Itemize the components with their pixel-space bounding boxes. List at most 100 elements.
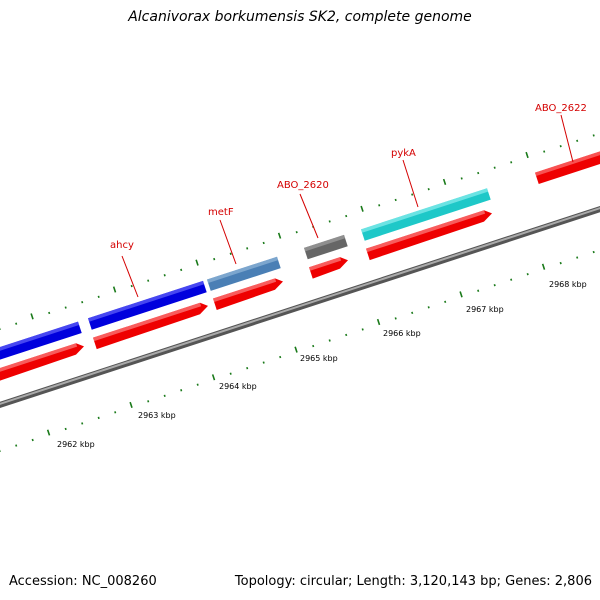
outer-tick-ring bbox=[0, 134, 595, 330]
inner-tick-ring bbox=[0, 250, 595, 452]
outer-tick bbox=[229, 252, 232, 255]
scale-label-2963: 2963 kbp bbox=[138, 411, 176, 420]
gene-ahcy-part1-highlight bbox=[0, 321, 80, 351]
ABO_2622-label: ABO_2622 bbox=[535, 103, 587, 114]
inner-tick bbox=[262, 361, 265, 364]
ABO_2620-leader bbox=[299, 193, 319, 239]
cds-arrow-1-highlight bbox=[0, 343, 78, 372]
accession-text: Accession: NC_008260 bbox=[9, 574, 157, 589]
outer-tick bbox=[64, 306, 67, 309]
inner-tick bbox=[361, 328, 364, 331]
inner-tick bbox=[163, 394, 166, 397]
outer-tick bbox=[277, 232, 282, 239]
gene-labels: ahcy metF ABO_2620 pykA ABO_2622 bbox=[110, 103, 587, 298]
inner-tick bbox=[459, 291, 463, 298]
outer-tick bbox=[510, 161, 513, 164]
outer-tick bbox=[525, 151, 529, 159]
inner-tick bbox=[180, 389, 183, 392]
gene-ABO_2620-highlight bbox=[304, 234, 346, 252]
gene-ahcy-part1 bbox=[0, 321, 82, 360]
scale-label-2962: 2962 kbp bbox=[57, 440, 95, 449]
ahcy-leader bbox=[121, 255, 139, 298]
cds-arrow-5 bbox=[366, 210, 492, 261]
outer-tick bbox=[427, 187, 430, 191]
inner-tick bbox=[493, 284, 496, 287]
cds-track bbox=[0, 210, 492, 381]
outer-tick bbox=[559, 144, 562, 148]
gene-track bbox=[0, 151, 600, 360]
inner-tick bbox=[147, 400, 150, 403]
cds-arrow-4 bbox=[309, 257, 348, 279]
inner-tick bbox=[97, 416, 100, 420]
outer-tick bbox=[411, 193, 414, 196]
outer-tick bbox=[262, 241, 265, 245]
genome-backbone-highlight bbox=[0, 207, 600, 405]
map-title: Alcanivorax borkumensis SK2, complete ge… bbox=[128, 9, 472, 25]
inner-tick bbox=[246, 366, 249, 370]
inner-tick bbox=[559, 261, 562, 265]
outer-tick bbox=[112, 286, 117, 293]
outer-tick bbox=[97, 295, 100, 298]
outer-tick bbox=[180, 268, 183, 272]
metF-leader bbox=[219, 219, 237, 265]
inner-tick bbox=[211, 374, 216, 381]
inner-tick bbox=[114, 411, 117, 414]
inner-tick bbox=[31, 438, 34, 442]
ABO_2622-leader bbox=[560, 114, 574, 163]
cds-arrow-1 bbox=[0, 343, 84, 381]
scale-labels: 2962 kbp 2963 kbp 2964 kbp 2965 kbp 2966… bbox=[57, 280, 587, 449]
cds-arrow-2-highlight bbox=[93, 302, 202, 342]
outer-tick bbox=[48, 311, 51, 315]
inner-tick bbox=[129, 401, 133, 409]
gene-pykA-highlight bbox=[361, 188, 489, 233]
metF-label: metF bbox=[208, 207, 234, 218]
cds-arrow-3-highlight bbox=[213, 278, 277, 302]
inner-tick bbox=[46, 429, 51, 436]
outer-tick bbox=[15, 322, 18, 325]
outer-tick bbox=[493, 166, 496, 169]
inner-tick bbox=[526, 272, 529, 276]
pykA-leader bbox=[402, 159, 419, 208]
outer-tick bbox=[163, 274, 166, 277]
outer-tick bbox=[295, 231, 298, 234]
inner-tick bbox=[312, 344, 315, 348]
inner-tick bbox=[510, 278, 513, 281]
scale-label-2964: 2964 kbp bbox=[219, 382, 257, 391]
ABO_2620-label: ABO_2620 bbox=[277, 180, 329, 191]
outer-tick bbox=[394, 198, 397, 202]
outer-tick bbox=[147, 279, 150, 282]
inner-tick bbox=[541, 263, 546, 270]
inner-tick bbox=[411, 311, 414, 315]
outer-tick bbox=[130, 284, 133, 288]
outer-tick bbox=[477, 171, 480, 175]
gene-ahcy-highlight bbox=[88, 280, 205, 322]
cds-arrow-5-highlight bbox=[366, 210, 486, 253]
cds-arrow-3 bbox=[213, 278, 283, 310]
inner-tick bbox=[229, 372, 232, 375]
inner-tick bbox=[477, 289, 480, 292]
ahcy-label: ahcy bbox=[110, 240, 134, 251]
outer-tick bbox=[213, 257, 216, 261]
scale-label-2967: 2967 kbp bbox=[466, 305, 504, 314]
inner-tick bbox=[64, 427, 67, 431]
outer-tick bbox=[345, 214, 348, 218]
inner-tick bbox=[279, 355, 282, 359]
inner-tick bbox=[15, 444, 18, 447]
scale-label-2965: 2965 kbp bbox=[300, 354, 338, 363]
outer-tick bbox=[460, 177, 463, 180]
inner-tick bbox=[376, 318, 381, 326]
inner-tick bbox=[81, 422, 84, 425]
scale-label-2968: 2968 kbp bbox=[549, 280, 587, 289]
outer-tick bbox=[378, 204, 381, 207]
gene-metF-highlight bbox=[207, 256, 279, 283]
outer-tick bbox=[195, 259, 199, 266]
inner-tick bbox=[576, 256, 579, 259]
inner-tick bbox=[444, 300, 447, 304]
outer-tick bbox=[592, 134, 595, 137]
gene-ABO_2622-highlight bbox=[535, 151, 600, 177]
cds-arrow-2 bbox=[93, 302, 208, 350]
inner-tick bbox=[592, 250, 595, 254]
inner-tick bbox=[294, 346, 298, 353]
outer-tick bbox=[30, 313, 34, 320]
